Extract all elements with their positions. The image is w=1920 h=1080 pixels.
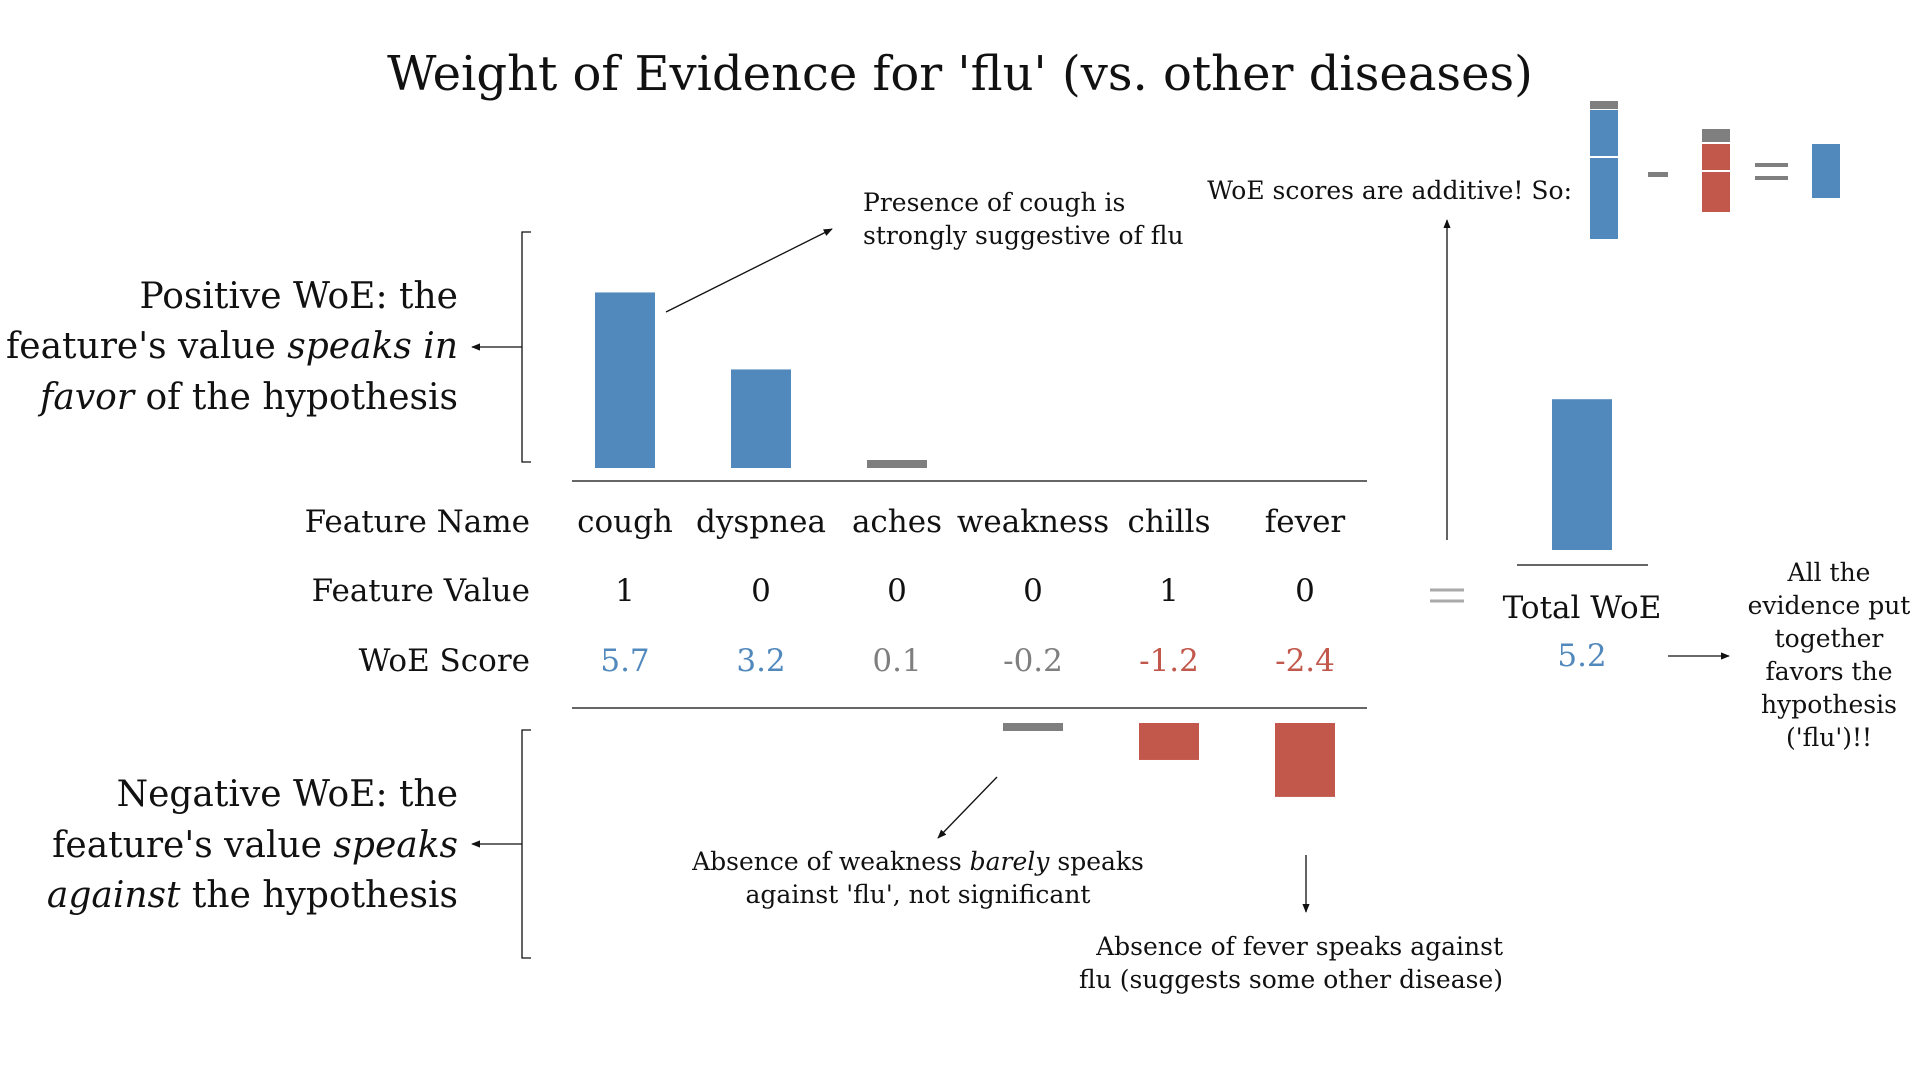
weakness-annotation-text-a: Absence of weakness xyxy=(691,847,970,876)
woe-score-fever: -2.4 xyxy=(1275,643,1335,679)
total-annotation-line3: together xyxy=(1775,624,1884,653)
total-annotation-line6: ('flu')!! xyxy=(1786,723,1872,752)
positive-label-text-a: feature's value xyxy=(6,326,287,367)
negative-label-line1: Negative WoE: the xyxy=(117,774,458,815)
cough-annotation-line2: strongly suggestive of flu xyxy=(863,221,1184,250)
woe-score-weakness: -0.2 xyxy=(1003,643,1063,679)
feature-value-dyspnea: 0 xyxy=(751,573,771,609)
fever-annotation-line2: flu (suggests some other disease) xyxy=(1079,965,1503,994)
total-woe-label: Total WoE xyxy=(1503,590,1662,626)
feature-name-cough: cough xyxy=(577,504,673,540)
row-label-woe-score: WoE Score xyxy=(359,643,530,679)
negative-label-text-a: feature's value xyxy=(52,825,333,866)
fever-annotation-line1: Absence of fever speaks against xyxy=(1095,932,1503,961)
weakness-annotation-line1: Absence of weakness barely speaks xyxy=(691,847,1144,876)
feature-name-chills: chills xyxy=(1128,504,1211,540)
negative-label-italic-b: against xyxy=(47,875,181,916)
additive-note: WoE scores are additive! So: xyxy=(1207,176,1572,205)
positive-label-italic-a: speaks in xyxy=(287,326,458,367)
table-cells: cough 1 5.7 dyspnea 0 3.2 aches 0 0.1 weakness 0 -0… xyxy=(577,504,1345,679)
total-woe-value: 5.2 xyxy=(1557,638,1606,674)
total-annotation: All the evidence put together favors the… xyxy=(1748,558,1911,752)
woe-score-dyspnea: 3.2 xyxy=(736,643,785,679)
positive-label-text-b: of the hypothesis xyxy=(134,377,458,418)
positive-bracket xyxy=(521,231,531,463)
negative-label-text-b: the hypothesis xyxy=(180,875,458,916)
total-woe-bar xyxy=(1552,399,1612,550)
woe-score-chills: -1.2 xyxy=(1139,643,1199,679)
bar-weakness xyxy=(1003,723,1063,731)
total-annotation-line4: favors the xyxy=(1765,657,1892,686)
row-label-feature-value: Feature Value xyxy=(312,573,530,609)
feature-name-dyspnea: dyspnea xyxy=(696,504,826,540)
negative-label-line2: feature's value speaks xyxy=(52,825,458,866)
bar-cough xyxy=(595,292,655,468)
weakness-annotation-text-b: speaks xyxy=(1049,847,1143,876)
positive-label-line3: favor of the hypothesis xyxy=(37,377,458,418)
additive-equals-top xyxy=(1755,163,1788,167)
feature-value-cough: 1 xyxy=(615,573,635,609)
positive-label-line1: Positive WoE: the xyxy=(139,276,458,317)
feature-name-aches: aches xyxy=(852,504,942,540)
weakness-annotation-italic: barely xyxy=(970,847,1051,876)
weakness-annotation-arrow xyxy=(937,776,998,839)
equals-sign xyxy=(1430,588,1464,603)
feature-value-aches: 0 xyxy=(887,573,907,609)
bar-dyspnea xyxy=(731,369,791,468)
woe-score-aches: 0.1 xyxy=(872,643,921,679)
negative-bracket xyxy=(521,729,531,959)
additive-equals-bottom xyxy=(1755,176,1788,180)
bar-aches xyxy=(867,460,927,468)
negative-label-italic-a: speaks xyxy=(333,825,458,866)
additive-illustration xyxy=(1590,101,1840,239)
total-annotation-line5: hypothesis xyxy=(1761,690,1897,719)
cough-annotation-arrow xyxy=(665,228,833,313)
positive-woe-label: Positive WoE: the feature's value speaks… xyxy=(6,276,458,418)
additive-negative-red-top xyxy=(1702,144,1730,170)
bar-fever xyxy=(1275,723,1335,797)
additive-result-bar xyxy=(1812,144,1840,198)
total-annotation-line1: All the xyxy=(1787,558,1871,587)
row-label-feature-name: Feature Name xyxy=(305,504,530,540)
weakness-annotation-line2: against 'flu', not significant xyxy=(746,880,1091,909)
weakness-annotation: Absence of weakness barely speaks agains… xyxy=(691,847,1144,909)
cough-annotation: Presence of cough is strongly suggestive… xyxy=(863,188,1184,250)
feature-name-fever: fever xyxy=(1265,504,1346,540)
feature-value-chills: 1 xyxy=(1159,573,1179,609)
bars-group xyxy=(595,292,1335,797)
cough-annotation-line1: Presence of cough is xyxy=(863,188,1125,217)
woe-score-cough: 5.7 xyxy=(600,643,649,679)
bar-chills xyxy=(1139,723,1199,760)
negative-label-line3: against the hypothesis xyxy=(47,875,458,916)
feature-name-weakness: weakness xyxy=(957,504,1109,540)
fever-annotation: Absence of fever speaks against flu (sug… xyxy=(1079,932,1503,994)
additive-negative-red-bottom xyxy=(1702,172,1730,212)
chart-title: Weight of Evidence for 'flu' (vs. other … xyxy=(387,46,1533,102)
positive-label-italic-b: favor xyxy=(37,377,136,418)
additive-positive-grey-segment xyxy=(1590,101,1618,109)
total-annotation-line2: evidence put xyxy=(1748,591,1911,620)
additive-negative-grey-segment xyxy=(1702,129,1730,142)
additive-positive-blue-top xyxy=(1590,110,1618,156)
negative-woe-label: Negative WoE: the feature's value speaks… xyxy=(47,774,458,916)
additive-positive-blue-bottom xyxy=(1590,158,1618,239)
feature-value-fever: 0 xyxy=(1295,573,1315,609)
feature-value-weakness: 0 xyxy=(1023,573,1043,609)
positive-label-line2: feature's value speaks in xyxy=(6,326,458,367)
additive-minus-sign xyxy=(1648,172,1668,177)
